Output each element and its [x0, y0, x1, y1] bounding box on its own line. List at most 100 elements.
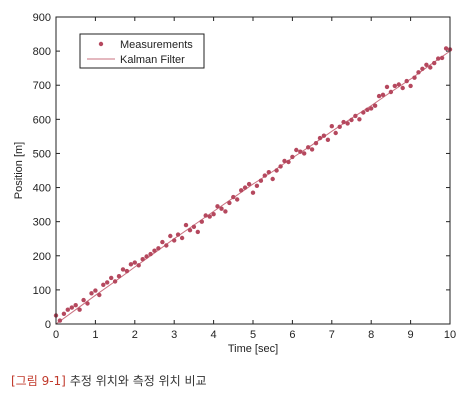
y-tick-label: 800 [33, 46, 51, 58]
measurement-point [416, 70, 421, 75]
measurement-point [298, 149, 303, 154]
figure-caption-tag: [그림 9-1] [11, 374, 66, 388]
x-tick-label: 10 [444, 329, 456, 341]
measurement-point [242, 185, 248, 190]
measurement-point [439, 55, 445, 61]
x-tick-label: 4 [211, 329, 217, 341]
x-tick-label: 3 [171, 329, 177, 341]
measurement-point [420, 66, 425, 72]
measurement-point [164, 243, 169, 248]
x-tick-label: 0 [53, 329, 59, 341]
legend-marker-symbol [98, 41, 104, 47]
measurement-point [345, 121, 350, 126]
y-tick-label: 100 [33, 285, 51, 297]
y-tick-label: 700 [33, 80, 51, 92]
measurement-point [254, 183, 260, 188]
measurement-point [325, 137, 331, 142]
y-tick-label: 600 [33, 114, 51, 126]
measurement-point [294, 147, 299, 153]
measurement-point [101, 282, 106, 287]
measurement-point [132, 260, 137, 265]
measurement-point [239, 188, 244, 193]
x-tick-label: 8 [368, 329, 374, 341]
measurement-point [376, 93, 382, 99]
measurement-point [384, 84, 390, 90]
measurement-point [432, 60, 437, 66]
x-tick-label: 5 [250, 329, 256, 341]
measurement-point [160, 239, 165, 245]
measurement-point [337, 124, 342, 129]
measurement-point [258, 178, 264, 183]
measurement-point [105, 280, 110, 285]
measurement-point [329, 124, 334, 129]
figure-caption-text: 추정 위치와 측정 위치 비교 [69, 374, 207, 388]
y-tick-label: 0 [45, 319, 51, 331]
measurement-point [436, 56, 441, 61]
measurement-point [353, 113, 358, 119]
measurement-point [97, 292, 102, 298]
y-tick-label: 900 [33, 12, 51, 24]
measurement-point [412, 75, 417, 80]
measurement-point [392, 83, 397, 89]
measurement-point [443, 46, 449, 51]
measurement-point [231, 194, 236, 200]
plot-frame [55, 16, 451, 325]
measurement-point [57, 318, 63, 323]
measurement-point [211, 212, 216, 217]
measurement-point [140, 257, 145, 262]
measurement-point [302, 151, 307, 156]
measurement-point [89, 291, 94, 296]
measurement-point [428, 65, 433, 70]
measurement-point [278, 164, 283, 169]
measurement-point [136, 263, 141, 268]
x-axis-label: Time [sec] [228, 343, 278, 355]
x-tick-label: 2 [132, 329, 138, 341]
measurement-point [361, 110, 366, 115]
measurement-point [223, 209, 228, 214]
legend-label-kalman-filter: Kalman Filter [120, 54, 185, 66]
kalman-filter-line [55, 50, 451, 325]
measurement-point [309, 147, 315, 152]
y-tick-label: 300 [33, 217, 51, 229]
measurement-point [148, 251, 153, 257]
measurement-point [112, 279, 118, 284]
measurement-point [73, 303, 78, 308]
figure-caption: [그림 9-1] 추정 위치와 측정 위치 비교 [11, 372, 207, 389]
measurement-point [290, 154, 295, 160]
legend: Measurements Kalman Filter [79, 33, 205, 69]
measurement-point [388, 89, 394, 95]
measurement-point [246, 181, 252, 187]
measurement-point [152, 248, 157, 253]
measurement-point [116, 274, 122, 279]
measurement-point [349, 117, 354, 123]
measurement-point [286, 159, 291, 165]
measurement-point [274, 168, 279, 173]
measurement-point [227, 200, 232, 206]
measurement-point [144, 254, 149, 259]
measurement-point [317, 135, 323, 141]
measurement-point [77, 307, 82, 312]
x-tick-label: 7 [329, 329, 335, 341]
legend-label-measurements: Measurements [120, 39, 193, 51]
measurement-point [380, 92, 386, 98]
measurement-point [187, 228, 193, 233]
measurement-point [219, 206, 224, 211]
measurement-point [270, 176, 275, 182]
position-chart: 0 1 2 3 4 5 6 7 8 9 10 0 100 200 300 400 500 600 700 800 90… [13, 12, 456, 355]
measurement-point [235, 197, 240, 202]
x-tick-label: 6 [289, 329, 295, 341]
y-axis-ticks: 0 100 200 300 400 500 600 700 800 900 [33, 12, 450, 331]
measurement-point [369, 106, 374, 111]
measurement-point [191, 224, 197, 229]
measurement-point [396, 82, 401, 87]
measurement-markers-group [53, 46, 453, 323]
measurement-point [128, 262, 134, 267]
kalman-filter-line-group [55, 50, 451, 325]
measurement-point [172, 238, 177, 243]
measurement-point [93, 288, 98, 293]
y-tick-label: 200 [33, 251, 51, 263]
measurement-point [124, 268, 130, 274]
measurement-point [400, 85, 405, 91]
measurement-point [179, 235, 185, 241]
measurement-point [168, 233, 173, 239]
